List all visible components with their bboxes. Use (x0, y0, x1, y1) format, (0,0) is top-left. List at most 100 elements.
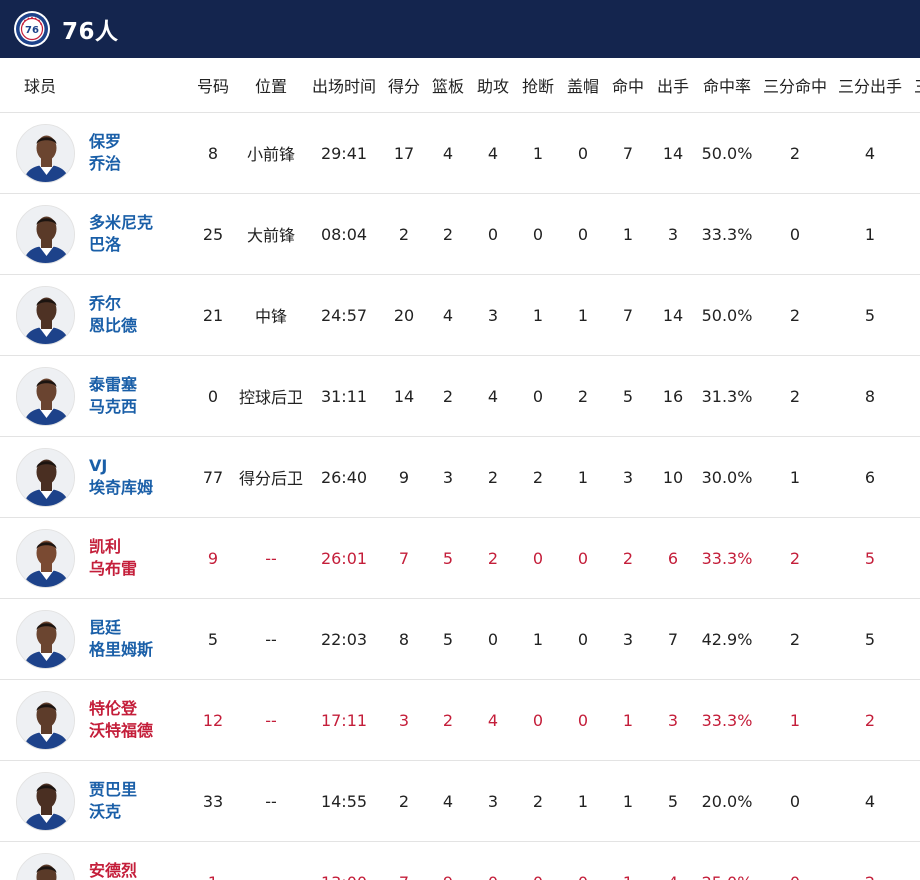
player-avatar[interactable] (16, 124, 75, 183)
player-avatar[interactable] (16, 529, 75, 588)
stat-blocks: 1 (577, 467, 589, 487)
stat-fg-percent: 25.0% (696, 842, 758, 880)
player-name-link[interactable]: VJ 埃奇库姆 (89, 455, 189, 499)
stat-rebounds: 4 (442, 791, 454, 811)
stat-rebounds: 5 (442, 548, 454, 568)
svg-text:76: 76 (25, 25, 39, 36)
stat-fg-percent: 50.0% (701, 143, 753, 163)
col-header-fg-percent[interactable]: 命中率 (702, 77, 751, 96)
col-header-steals[interactable]: 抢断 (521, 77, 554, 96)
stat-blocks: 0 (577, 143, 589, 163)
col-header-number[interactable]: 号码 (196, 77, 229, 96)
stat-blocks: 2 (577, 386, 589, 406)
player-cell[interactable]: 泰雷塞 马克西 (0, 356, 190, 436)
stat-3pt-attempted: 8 (864, 386, 876, 406)
player-name-link[interactable]: 安德烈 (89, 860, 189, 880)
player-name-link[interactable]: 贾巴里 沃克 (89, 779, 189, 823)
table-row[interactable]: 乔尔 恩比德 21 中锋 24:57 20 4 3 1 1 7 14 50.0% 2 5 (0, 275, 920, 356)
player-cell[interactable]: 多米尼克 巴洛 (0, 194, 190, 274)
player-avatar[interactable] (16, 448, 75, 507)
player-name-line-2: 恩比德 (89, 316, 138, 335)
stat-position: 小前锋 (246, 145, 295, 164)
table-row[interactable]: 多米尼克 巴洛 25 大前锋 08:04 2 2 0 0 0 1 3 33.3% 0 1 (0, 194, 920, 275)
stat-fg-attempted: 16 (662, 386, 684, 406)
stat-jersey-number: 0 (207, 386, 219, 406)
player-name-line-2: 埃奇库姆 (89, 478, 154, 497)
table-row[interactable]: 泰雷塞 马克西 0 控球后卫 31:11 14 2 4 0 2 5 16 31.3% 2 8 (0, 356, 920, 437)
table-row[interactable]: 安德烈113:00790001425.0%02 (0, 842, 920, 880)
stat-blocks: 1 (577, 305, 589, 325)
col-header-3pt-attempted[interactable]: 三分出手 (837, 77, 902, 96)
player-name-link[interactable]: 泰雷塞 马克西 (89, 374, 189, 418)
col-header-fg-attempted[interactable]: 出手 (656, 77, 689, 96)
player-cell[interactable]: 特伦登 沃特福德 (0, 680, 190, 760)
player-name-line-2: 格里姆斯 (89, 640, 154, 659)
player-cell[interactable]: 贾巴里 沃克 (0, 761, 190, 841)
col-header-more[interactable]: 三 (912, 58, 920, 112)
player-cell[interactable]: 昆廷 格里姆斯 (0, 599, 190, 679)
player-cell[interactable]: 安德烈 (0, 842, 190, 880)
col-header-points[interactable]: 得分 (387, 77, 420, 96)
player-name-link[interactable]: 乔尔 恩比德 (89, 293, 189, 337)
stat-fg-made: 7 (622, 143, 634, 163)
col-header-player[interactable]: 球员 (24, 77, 57, 96)
player-avatar[interactable] (16, 610, 75, 669)
player-name-line-1: 特伦登 (89, 699, 138, 718)
player-avatar[interactable] (16, 286, 75, 345)
stat-position (233, 842, 309, 880)
stat-assists: 4 (487, 710, 499, 730)
player-name-link[interactable]: 特伦登 沃特福德 (89, 698, 189, 742)
col-header-blocks[interactable]: 盖帽 (566, 77, 599, 96)
table-row[interactable]: 保罗 乔治 8 小前锋 29:41 17 4 4 1 0 7 14 50.0% 2 4 (0, 113, 920, 194)
stat-points: 9 (398, 467, 410, 487)
stat-fg-attempted: 4 (651, 842, 695, 880)
player-name-line-2: 巴洛 (89, 235, 122, 254)
stat-fg-attempted: 3 (667, 710, 679, 730)
stat-rebounds: 9 (426, 842, 470, 880)
stat-3pt-made: 0 (789, 224, 801, 244)
col-header-3pt-made[interactable]: 三分命中 (762, 77, 827, 96)
player-name-link[interactable]: 凯利 乌布雷 (89, 536, 189, 580)
stat-blocks: 0 (577, 224, 589, 244)
player-avatar[interactable] (16, 205, 75, 264)
stat-points: 14 (393, 386, 415, 406)
stat-points: 17 (393, 143, 415, 163)
stat-assists: 4 (487, 143, 499, 163)
player-name-link[interactable]: 昆廷 格里姆斯 (89, 617, 189, 661)
sixers-logo-icon: 76 (14, 11, 50, 47)
table-row[interactable]: 凯利 乌布雷 9 -- 26:01 7 5 2 0 0 2 6 33.3% 2 5 (0, 518, 920, 599)
col-header-assists[interactable]: 助攻 (476, 77, 509, 96)
player-avatar[interactable] (16, 367, 75, 426)
player-cell[interactable]: 凯利 乌布雷 (0, 518, 190, 598)
stat-fg-percent: 42.9% (701, 629, 753, 649)
stat-3pt-attempted: 6 (864, 467, 876, 487)
table-row[interactable]: 贾巴里 沃克 33 -- 14:55 2 4 3 2 1 1 5 20.0% 0 4 (0, 761, 920, 842)
stat-blocks: 0 (577, 629, 589, 649)
table-row[interactable]: 昆廷 格里姆斯 5 -- 22:03 8 5 0 1 0 3 7 42.9% 2 5 (0, 599, 920, 680)
stat-rebounds: 4 (442, 143, 454, 163)
player-avatar[interactable] (16, 853, 75, 880)
stat-3pt-made: 2 (789, 305, 801, 325)
player-name-link[interactable]: 保罗 乔治 (89, 131, 189, 175)
player-name-line-2: 乔治 (89, 154, 122, 173)
stat-fg-percent: 33.3% (701, 548, 753, 568)
stat-fg-attempted: 7 (667, 629, 679, 649)
player-cell[interactable]: VJ 埃奇库姆 (0, 437, 190, 517)
table-row[interactable]: VJ 埃奇库姆 77 得分后卫 26:40 9 3 2 2 1 3 10 30.0% 1 6 (0, 437, 920, 518)
player-cell[interactable]: 乔尔 恩比德 (0, 275, 190, 355)
col-header-rebounds[interactable]: 篮板 (431, 77, 464, 96)
col-header-fg-made[interactable]: 命中 (611, 77, 644, 96)
player-cell[interactable]: 保罗 乔治 (0, 113, 190, 193)
col-header-minutes[interactable]: 出场时间 (311, 77, 376, 96)
player-name-link[interactable]: 多米尼克 巴洛 (89, 212, 189, 256)
player-avatar[interactable] (16, 772, 75, 831)
table-row[interactable]: 特伦登 沃特福德 12 -- 17:11 3 2 4 0 0 1 3 33.3% 1 2 (0, 680, 920, 761)
stat-fg-made: 1 (606, 842, 650, 880)
stat-rebounds: 4 (442, 305, 454, 325)
stat-minutes: 24:57 (320, 305, 368, 325)
player-name-line-1: 多米尼克 (89, 213, 154, 232)
stat-points: 2 (398, 791, 410, 811)
stat-assists: 2 (487, 467, 499, 487)
player-avatar[interactable] (16, 691, 75, 750)
col-header-position[interactable]: 位置 (254, 77, 287, 96)
